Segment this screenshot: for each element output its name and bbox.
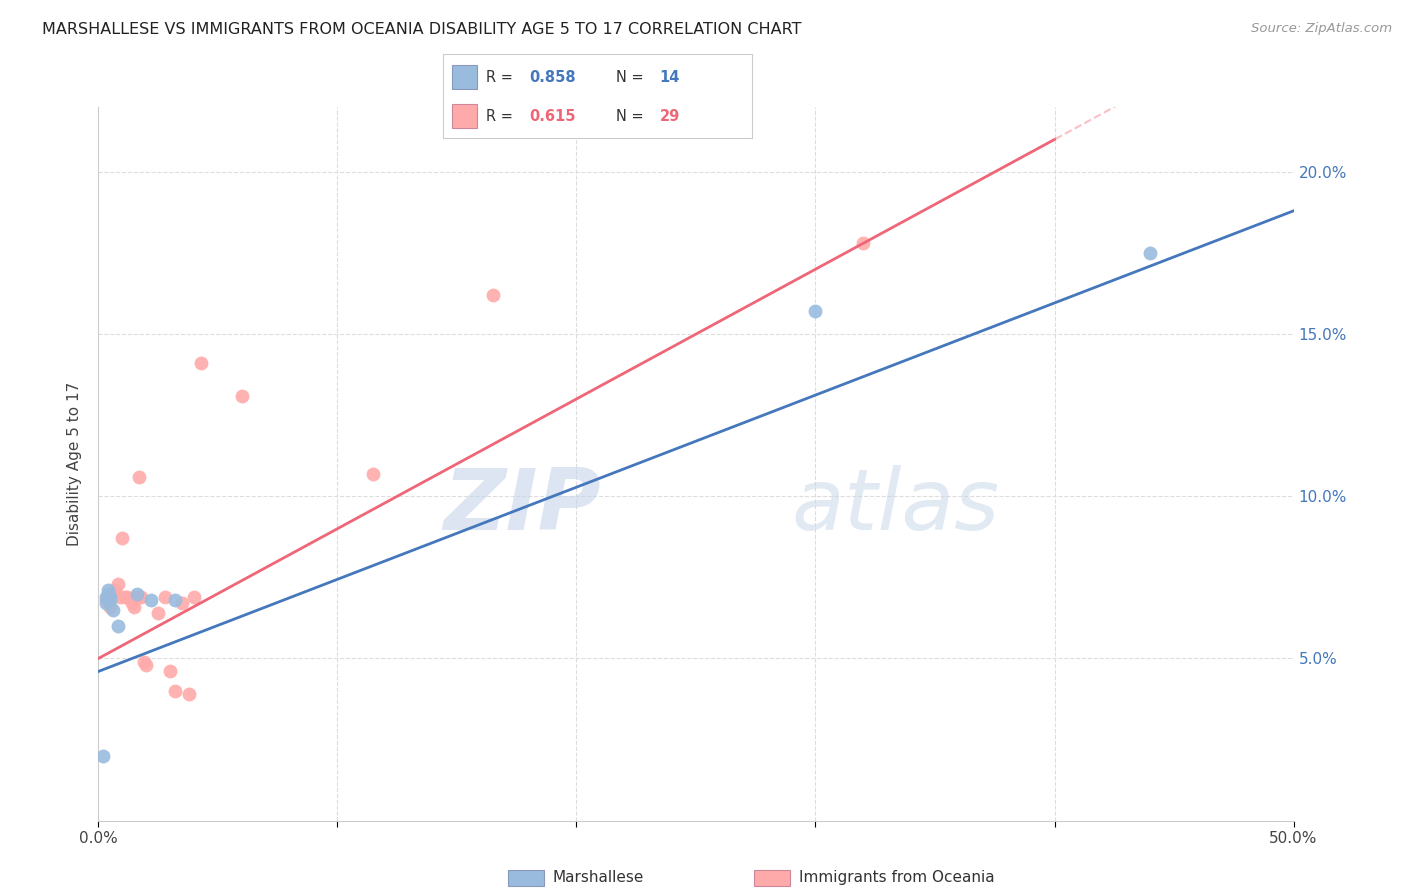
Text: Source: ZipAtlas.com: Source: ZipAtlas.com	[1251, 22, 1392, 36]
Point	[231, 389, 253, 403]
Text: 14: 14	[659, 70, 679, 85]
Point	[1139, 246, 1161, 260]
Point	[98, 593, 122, 607]
Point	[94, 596, 117, 610]
Point	[98, 599, 122, 614]
Point	[179, 687, 201, 701]
Text: 0.858: 0.858	[530, 70, 576, 85]
Point	[148, 606, 170, 620]
Point	[125, 590, 148, 604]
Point	[107, 619, 129, 633]
Point	[115, 590, 138, 604]
Point	[97, 583, 120, 598]
Point	[98, 590, 122, 604]
Text: 0.615: 0.615	[530, 109, 576, 124]
Point	[139, 593, 162, 607]
Y-axis label: Disability Age 5 to 17: Disability Age 5 to 17	[67, 382, 83, 546]
Text: R =: R =	[486, 70, 517, 85]
Point	[159, 665, 181, 679]
Point	[804, 304, 827, 318]
Point	[481, 288, 505, 302]
Point	[107, 577, 129, 591]
Point	[163, 593, 186, 607]
Text: MARSHALLESE VS IMMIGRANTS FROM OCEANIA DISABILITY AGE 5 TO 17 CORRELATION CHART: MARSHALLESE VS IMMIGRANTS FROM OCEANIA D…	[42, 22, 801, 37]
Point	[190, 356, 212, 370]
Point	[121, 596, 143, 610]
Point	[125, 586, 148, 600]
Text: R =: R =	[486, 109, 517, 124]
Bar	[453, 65, 477, 89]
Text: Marshallese: Marshallese	[553, 871, 644, 885]
Point	[363, 467, 385, 481]
Text: 29: 29	[659, 109, 679, 124]
Point	[124, 599, 146, 614]
Point	[131, 590, 153, 604]
Point	[111, 532, 134, 546]
Point	[132, 655, 155, 669]
Point	[114, 590, 136, 604]
Point	[155, 590, 177, 604]
Bar	[508, 870, 544, 886]
Bar	[453, 104, 477, 128]
Text: ZIP: ZIP	[443, 465, 600, 549]
Point	[852, 236, 875, 251]
Point	[172, 596, 194, 610]
Point	[128, 470, 150, 484]
Point	[163, 684, 186, 698]
Point	[97, 586, 120, 600]
Text: N =: N =	[616, 70, 648, 85]
Point	[108, 590, 131, 604]
Point	[97, 590, 120, 604]
Point	[91, 748, 114, 763]
Text: N =: N =	[616, 109, 648, 124]
Point	[94, 590, 117, 604]
Point	[101, 586, 124, 600]
Point	[101, 603, 124, 617]
Text: atlas: atlas	[792, 465, 1000, 549]
Text: Immigrants from Oceania: Immigrants from Oceania	[799, 871, 994, 885]
Point	[183, 590, 205, 604]
Bar	[754, 870, 790, 886]
Point	[104, 583, 127, 598]
Point	[94, 593, 117, 607]
Point	[135, 657, 157, 672]
